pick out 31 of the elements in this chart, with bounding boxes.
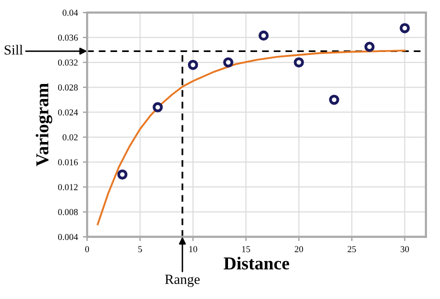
y-tick-label: 0.032: [58, 60, 78, 66]
point: [258, 30, 269, 41]
point: [117, 169, 128, 180]
ref-line-label: Range: [165, 274, 200, 287]
x-tick-label: 15: [242, 246, 250, 252]
y-tick-label: 0.02: [62, 134, 78, 140]
x-tick-label: 10: [189, 246, 198, 252]
y-tick-label: 0.04: [62, 10, 78, 16]
y-tick-label: 0.008: [58, 209, 78, 216]
ref-line-label: Sill: [4, 44, 23, 55]
x-tick-label: 25: [348, 246, 356, 252]
x-tick-label: 30: [400, 246, 409, 252]
x-tick-label: 20: [294, 246, 304, 252]
y-axis-title: Variogram: [36, 83, 52, 166]
point: [364, 42, 375, 52]
point: [400, 23, 410, 34]
y-tick-label: 0.004: [58, 234, 78, 240]
point: [188, 60, 198, 70]
point: [329, 94, 340, 105]
x-axis-title: Distance: [224, 256, 290, 270]
y-tick-label: 0.012: [58, 184, 78, 190]
y-tick-label: 0.028: [58, 84, 78, 91]
point: [152, 102, 163, 112]
x-tick-label: 0: [85, 246, 90, 252]
y-tick-label: 0.016: [58, 159, 78, 166]
x-tick-label: 5: [138, 246, 142, 252]
y-tick-label: 0.024: [58, 109, 78, 116]
point: [223, 57, 234, 68]
y-tick-label: 0.036: [58, 34, 78, 41]
line-series: [96, 50, 406, 226]
point: [294, 57, 304, 68]
